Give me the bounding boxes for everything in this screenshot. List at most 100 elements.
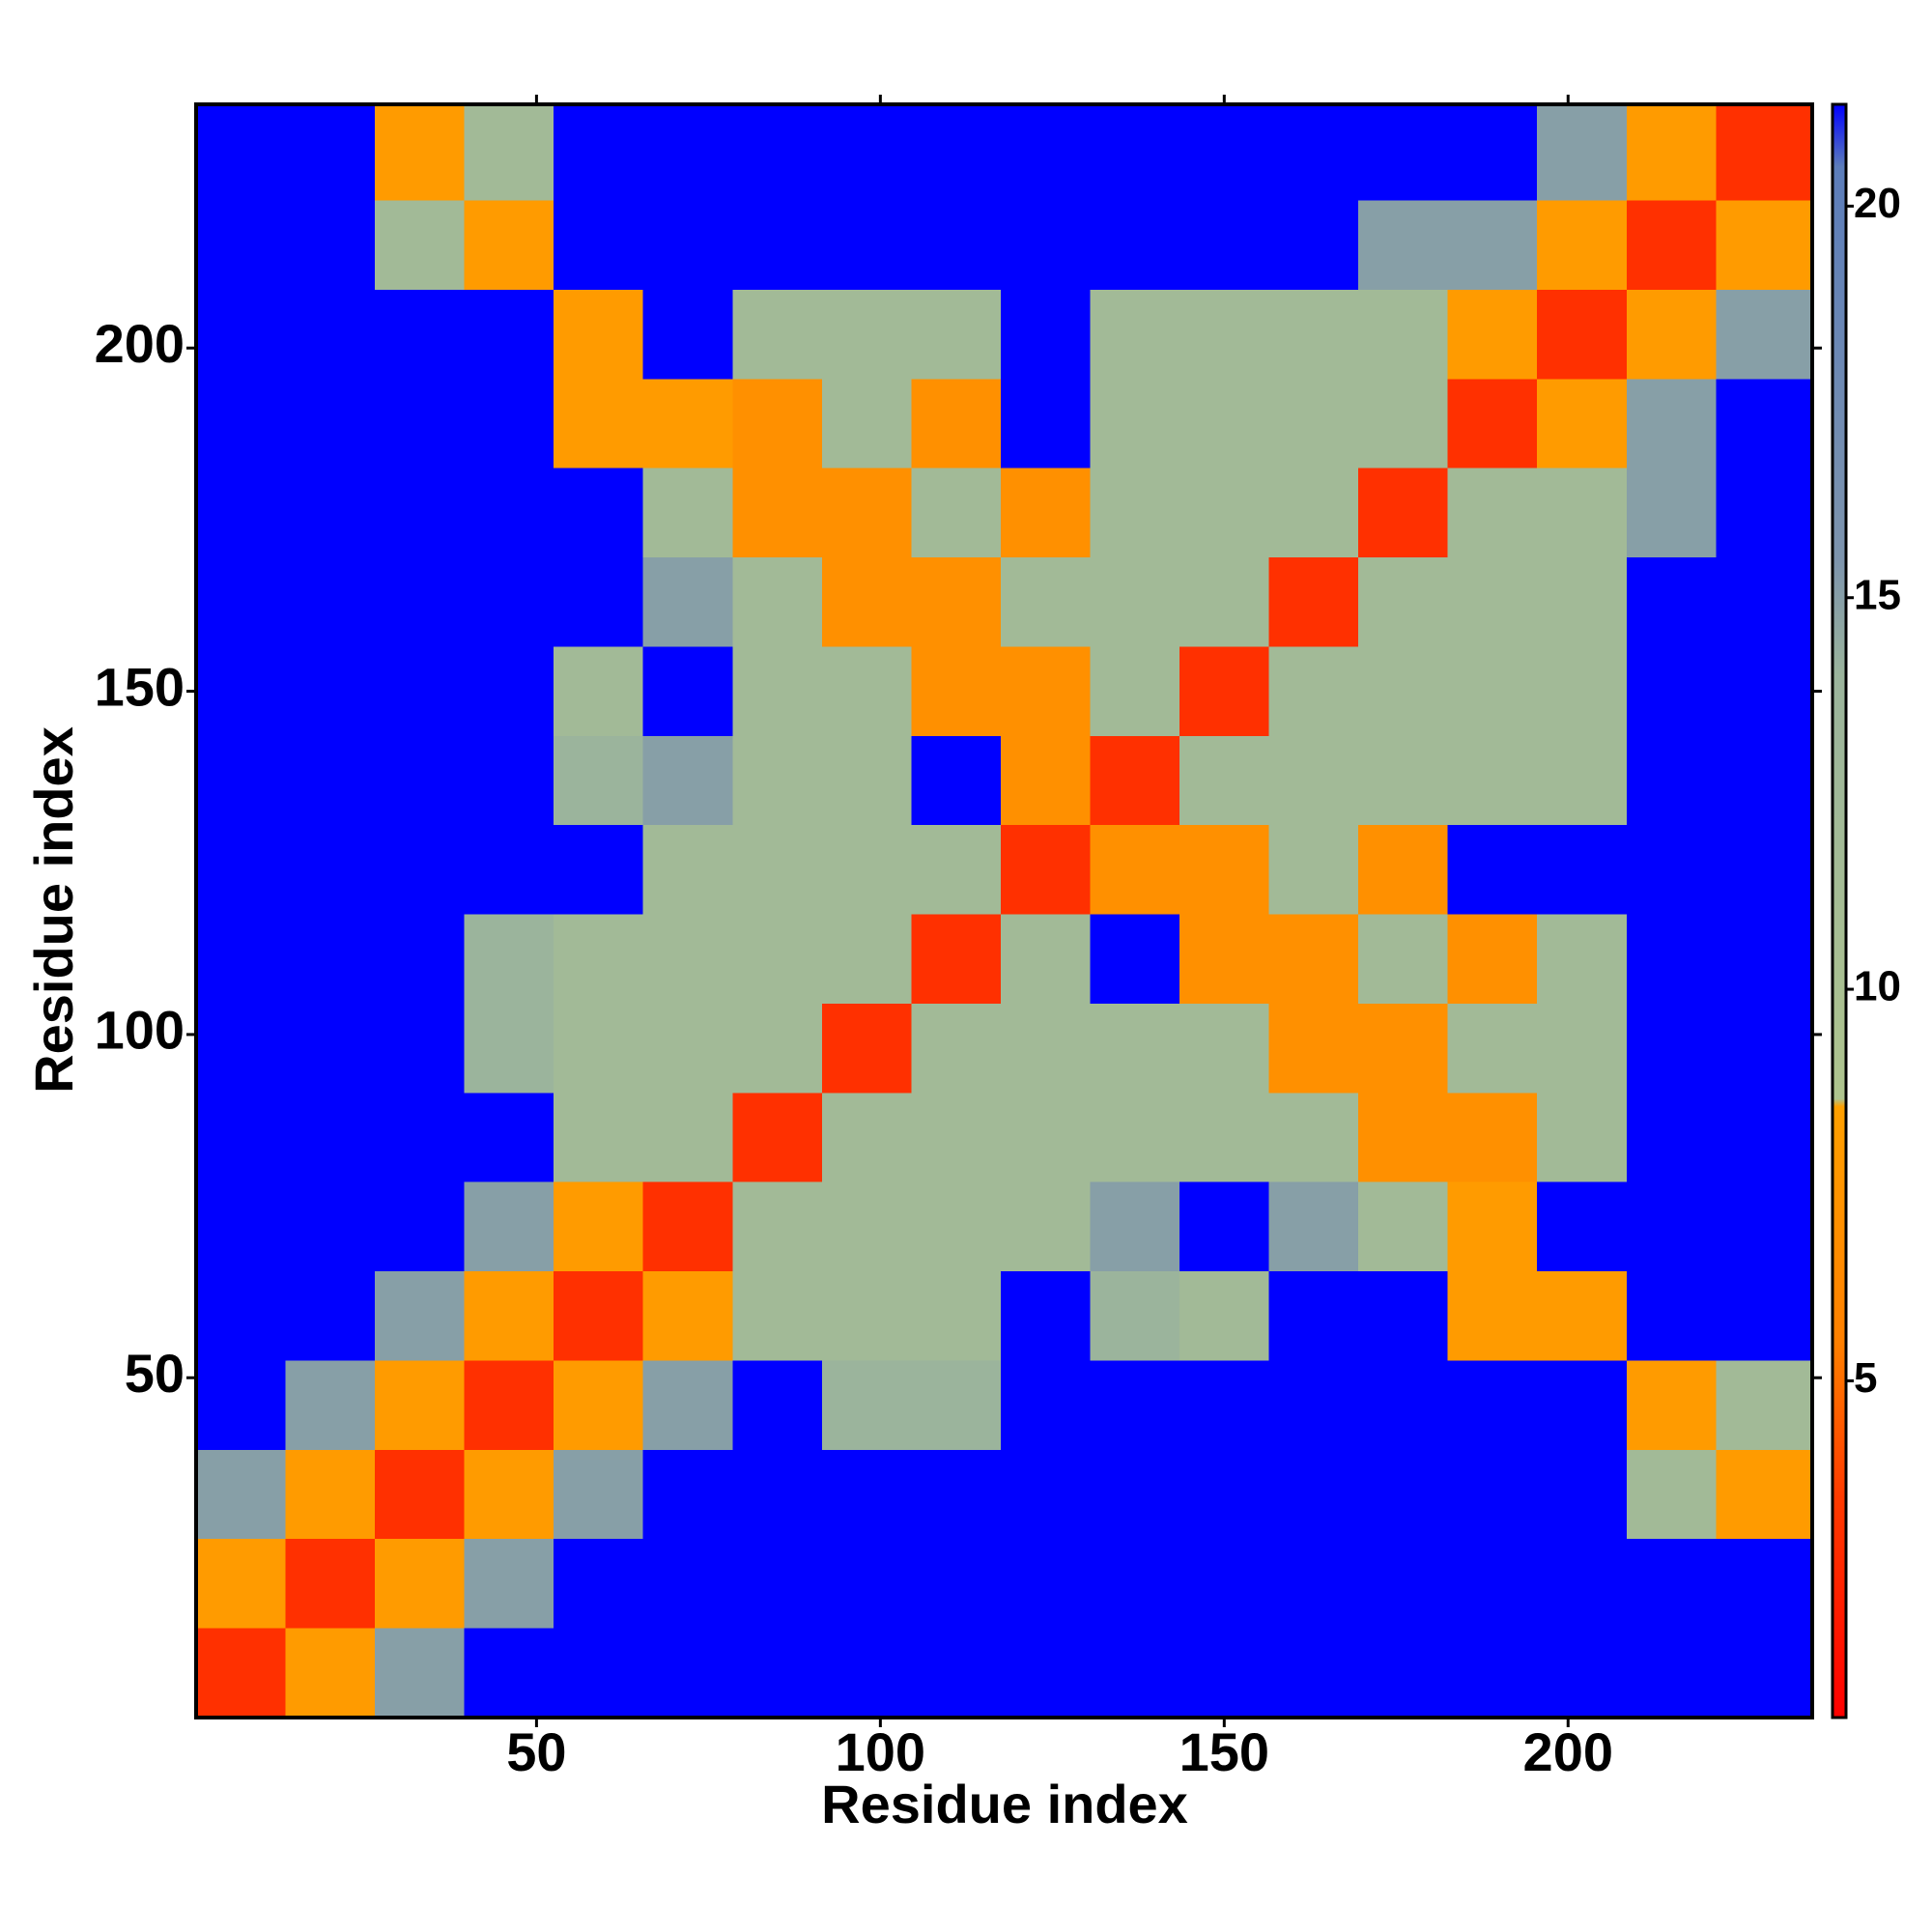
heatmap-cell <box>1537 1181 1627 1272</box>
heatmap-cell <box>1268 1449 1359 1540</box>
heatmap-cell <box>911 1360 1001 1450</box>
heatmap-cell <box>821 1181 912 1272</box>
heatmap-cell <box>1716 289 1812 380</box>
heatmap-cell <box>196 1181 286 1272</box>
heatmap-cell <box>821 1093 912 1182</box>
heatmap-cell <box>1268 914 1359 1004</box>
heatmap-cell <box>464 1628 554 1718</box>
heatmap-cell <box>1716 1093 1812 1182</box>
heatmap-cell <box>732 1628 822 1718</box>
heatmap-cell <box>285 825 376 915</box>
heatmap-cell <box>1179 1539 1269 1629</box>
heatmap-cell <box>375 1539 465 1629</box>
heatmap-cell <box>554 468 643 558</box>
colorbar-tick-label: 5 <box>1854 1354 1877 1402</box>
heatmap-cell <box>732 1181 822 1272</box>
heatmap-cell <box>642 735 733 826</box>
heatmap-cell <box>642 289 733 380</box>
heatmap-cell <box>1447 1181 1538 1272</box>
heatmap-cell <box>821 104 912 201</box>
heatmap-cell <box>1000 914 1091 1004</box>
heatmap-cell <box>732 1449 822 1540</box>
heatmap-cell <box>1626 104 1717 201</box>
heatmap-cell <box>285 104 376 201</box>
heatmap-cell <box>196 468 286 558</box>
heatmap-cell <box>1716 557 1812 647</box>
y-tick-label: 50 <box>125 1343 185 1404</box>
heatmap-cell <box>1716 735 1812 826</box>
heatmap-cell <box>1268 468 1359 558</box>
heatmap-cell <box>732 1360 822 1450</box>
heatmap-cell <box>464 825 554 915</box>
heatmap-cell <box>1179 1271 1269 1361</box>
heatmap-cell <box>1179 735 1269 826</box>
heatmap-cell <box>554 914 643 1004</box>
heatmap-cell <box>196 1628 286 1718</box>
heatmap-cell <box>821 735 912 826</box>
heatmap-cell <box>196 646 286 736</box>
heatmap-cell <box>1447 1271 1538 1361</box>
heatmap-cell <box>732 1271 822 1361</box>
colorbar-tick-label: 10 <box>1854 963 1901 1010</box>
heatmap-cell <box>464 646 554 736</box>
heatmap-cell <box>821 1271 912 1361</box>
heatmap-cell <box>911 914 1001 1004</box>
heatmap-cell <box>821 379 912 469</box>
heatmap-cell <box>1268 200 1359 290</box>
heatmap-cell <box>1179 825 1269 915</box>
heatmap-cell <box>1626 1003 1717 1094</box>
heatmap-cell <box>1358 200 1448 290</box>
heatmap-cell <box>1626 1628 1717 1718</box>
heatmap-cell <box>732 289 822 380</box>
heatmap-cell <box>196 914 286 1004</box>
heatmap-cell <box>464 200 554 290</box>
heatmap-cell <box>196 1093 286 1182</box>
heatmap-cell <box>1626 289 1717 380</box>
heatmap-cell <box>1716 468 1812 558</box>
heatmap-cell <box>642 1449 733 1540</box>
heatmap-cell <box>1358 825 1448 915</box>
heatmap-cell <box>1268 1003 1359 1094</box>
heatmap-cell <box>1447 200 1538 290</box>
y-axis-title: Residue index <box>23 726 84 1094</box>
heatmap-cell <box>1179 200 1269 290</box>
heatmap-cell <box>1716 1271 1812 1361</box>
heatmap-cell <box>1716 646 1812 736</box>
heatmap-cell <box>821 646 912 736</box>
heatmap-cell <box>1090 379 1180 469</box>
heatmap-cell <box>642 914 733 1004</box>
heatmap-cell <box>1537 379 1627 469</box>
heatmap-cell <box>1626 1360 1717 1450</box>
heatmap-cell <box>1268 379 1359 469</box>
heatmap-cell <box>285 1181 376 1272</box>
heatmap-cell <box>642 1093 733 1182</box>
heatmap-cell <box>285 1449 376 1540</box>
heatmap-cell <box>1000 1449 1091 1540</box>
heatmap-cell <box>375 1628 465 1718</box>
heatmap-cell <box>196 289 286 380</box>
heatmap-cell <box>1090 914 1180 1004</box>
heatmap-cell <box>1179 468 1269 558</box>
heatmap-cell <box>285 468 376 558</box>
heatmap-cell <box>375 1449 465 1540</box>
heatmap-cell <box>1447 1449 1538 1540</box>
heatmap-cell <box>1000 200 1091 290</box>
heatmap-cell <box>1179 1003 1269 1094</box>
heatmap-cell <box>1358 1181 1448 1272</box>
heatmap-cell <box>1358 735 1448 826</box>
heatmap-cell <box>1000 735 1091 826</box>
heatmap-cell <box>464 735 554 826</box>
heatmap-cell <box>642 1003 733 1094</box>
heatmap-cell <box>1000 646 1091 736</box>
heatmap-cell <box>1626 825 1717 915</box>
heatmap-cell <box>375 1360 465 1450</box>
heatmap-cell <box>911 557 1001 647</box>
heatmap-cell <box>1447 1539 1538 1629</box>
heatmap-cell <box>1179 289 1269 380</box>
heatmap-cell <box>1447 468 1538 558</box>
heatmap-cell <box>1358 1360 1448 1450</box>
heatmap-cell <box>642 200 733 290</box>
heatmap-cell <box>1447 1360 1538 1450</box>
heatmap-cell <box>1626 557 1717 647</box>
heatmap-cell <box>554 1093 643 1182</box>
